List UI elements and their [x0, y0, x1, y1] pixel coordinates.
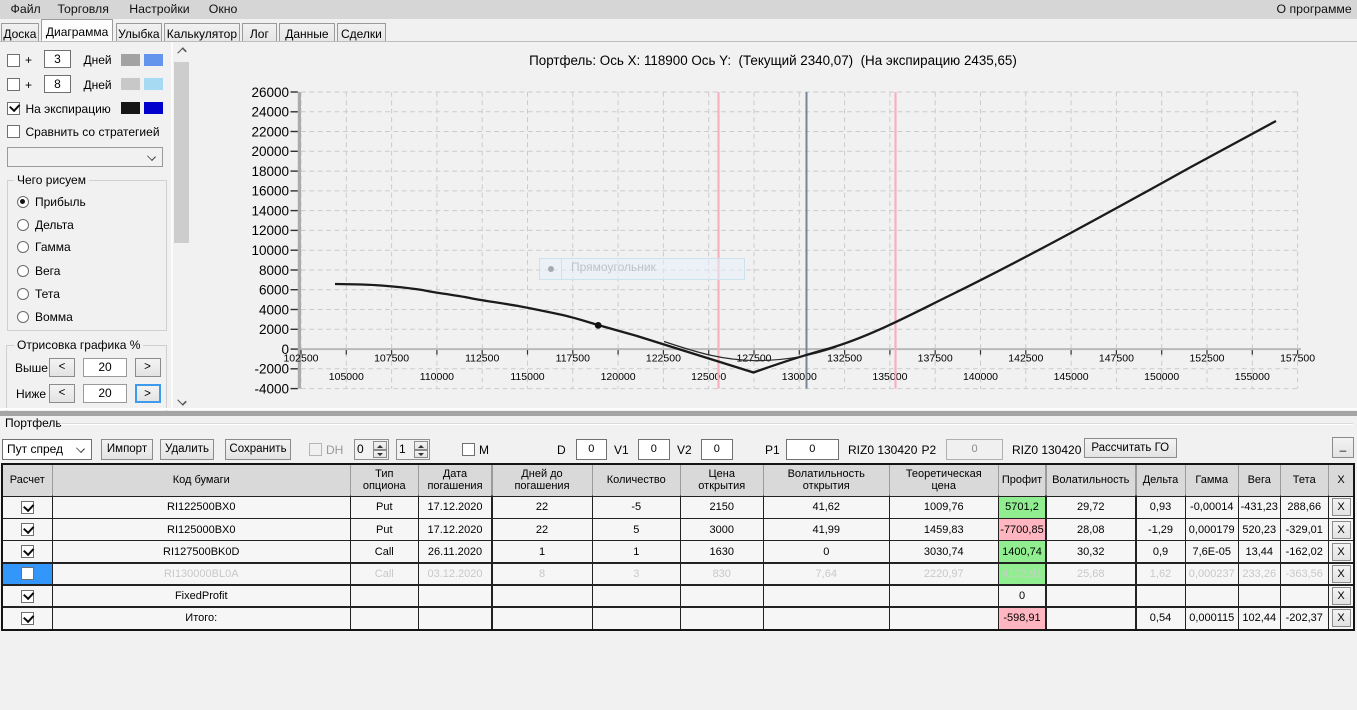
- svg-text:105000: 105000: [329, 371, 364, 383]
- svg-text:130000: 130000: [782, 371, 817, 383]
- svg-text:102500: 102500: [283, 353, 318, 365]
- svg-text:125000: 125000: [691, 371, 726, 383]
- svg-text:142500: 142500: [1008, 353, 1043, 365]
- svg-text:10000: 10000: [251, 243, 289, 258]
- svg-text:8000: 8000: [259, 263, 289, 278]
- svg-text:122500: 122500: [646, 353, 681, 365]
- svg-text:112500: 112500: [465, 353, 499, 365]
- svg-text:152500: 152500: [1189, 353, 1224, 365]
- svg-text:2000: 2000: [259, 322, 289, 337]
- svg-text:22000: 22000: [251, 124, 289, 139]
- svg-text:-4000: -4000: [254, 381, 289, 396]
- svg-text:0: 0: [281, 342, 289, 357]
- svg-text:12000: 12000: [251, 223, 289, 238]
- svg-text:24000: 24000: [251, 105, 289, 120]
- svg-text:107500: 107500: [374, 353, 409, 365]
- svg-text:127500: 127500: [736, 353, 771, 365]
- svg-text:132500: 132500: [827, 353, 862, 365]
- svg-text:137500: 137500: [918, 353, 953, 365]
- svg-text:26000: 26000: [251, 85, 289, 100]
- svg-text:115000: 115000: [510, 371, 544, 383]
- svg-text:6000: 6000: [259, 283, 289, 298]
- svg-text:155000: 155000: [1235, 371, 1270, 383]
- svg-text:157500: 157500: [1280, 353, 1315, 365]
- svg-text:110000: 110000: [420, 371, 454, 383]
- svg-text:117500: 117500: [556, 353, 590, 365]
- svg-text:14000: 14000: [251, 203, 289, 218]
- svg-text:135000: 135000: [872, 371, 907, 383]
- svg-text:140000: 140000: [963, 371, 998, 383]
- svg-text:150000: 150000: [1144, 371, 1179, 383]
- svg-text:20000: 20000: [251, 144, 289, 159]
- svg-text:120000: 120000: [601, 371, 636, 383]
- svg-text:18000: 18000: [251, 164, 289, 179]
- svg-text:-2000: -2000: [254, 362, 289, 377]
- svg-text:Портфель: Ось X: 118900 Ось Y:: Портфель: Ось X: 118900 Ось Y: (Текущий …: [529, 53, 1017, 68]
- svg-text:4000: 4000: [259, 302, 289, 317]
- svg-text:147500: 147500: [1099, 353, 1134, 365]
- svg-text:16000: 16000: [251, 184, 289, 199]
- svg-text:145000: 145000: [1054, 371, 1089, 383]
